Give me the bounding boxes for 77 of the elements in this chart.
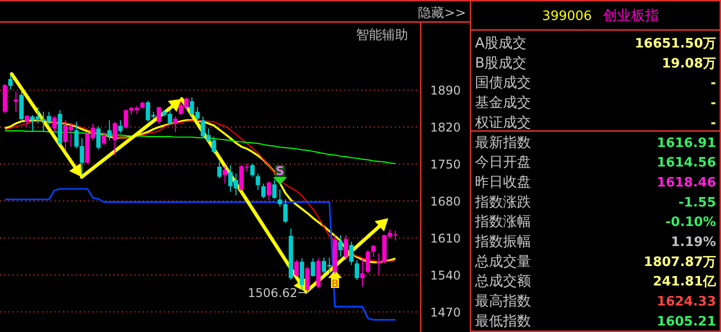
candlestick — [272, 179, 277, 200]
candlestick — [261, 183, 266, 199]
annotation: S — [276, 164, 284, 178]
text: 1.19% — [670, 235, 716, 250]
text: 16651.50万 — [634, 36, 716, 52]
category-label: 国债成交 — [475, 75, 531, 92]
category-label: 总成交量 — [474, 254, 531, 270]
category-label: B股成交 — [475, 55, 527, 72]
candlestick — [102, 131, 106, 146]
candlestick — [360, 258, 365, 288]
candlestick — [96, 126, 101, 150]
category-label: 基金成交 — [475, 95, 531, 112]
category-label: 最高指数 — [475, 294, 531, 310]
category-label: 最新指数 — [475, 134, 531, 151]
candlestick — [8, 74, 13, 90]
category-label: 最低指数 — [475, 313, 531, 330]
candlestick — [173, 116, 178, 132]
candlestick — [52, 116, 57, 132]
text: - — [710, 76, 716, 92]
annotation: B — [332, 279, 339, 290]
candlestick — [107, 120, 112, 141]
candlestick — [349, 241, 354, 266]
category-label: 权证成交 — [474, 114, 531, 131]
y-tick-label: 1470 — [430, 305, 461, 320]
y-tick-label: 1610 — [430, 231, 461, 246]
text: - — [710, 116, 716, 131]
candlestick — [310, 258, 316, 278]
candlestick — [212, 136, 216, 154]
category-label: 今日开盘 — [475, 154, 531, 171]
candlestick — [294, 260, 299, 278]
category-label: 指数振幅 — [474, 234, 531, 250]
text: 1616.91 — [656, 136, 716, 151]
text: 399006 — [542, 9, 592, 24]
text: 创业板指 — [603, 8, 659, 24]
category-label: 总成交额 — [474, 274, 531, 290]
y-tick-label: 1820 — [430, 120, 461, 135]
candlestick — [266, 180, 272, 200]
text: 1618.46 — [656, 175, 716, 190]
candlestick — [305, 266, 310, 294]
candlestick — [217, 161, 222, 179]
text: 241.81亿 — [652, 274, 716, 290]
candlestick — [366, 250, 370, 274]
text: - — [710, 96, 716, 112]
candlestick — [250, 163, 255, 178]
text: 1614.56 — [656, 156, 716, 171]
text: 1605.21 — [656, 314, 716, 330]
candlestick — [118, 120, 123, 134]
text: -1.55 — [678, 195, 716, 210]
y-tick-label: 1890 — [430, 84, 461, 98]
candlestick — [14, 91, 18, 112]
category-label: 指数涨幅 — [474, 214, 531, 230]
annotation: 智能辅助 — [356, 28, 408, 43]
y-tick-label: 1680 — [430, 194, 461, 209]
candlestick — [338, 234, 343, 258]
candlestick — [24, 114, 30, 128]
candlestick — [300, 258, 304, 291]
candlestick — [222, 166, 228, 184]
text: 1624.33 — [656, 294, 716, 310]
category-label: 指数涨跌 — [474, 194, 531, 210]
y-tick-label: 1540 — [430, 268, 461, 282]
category-label: A股成交 — [475, 36, 527, 52]
annotation: 1506.62 — [248, 286, 298, 300]
candlestick — [344, 234, 348, 261]
candlestick — [256, 173, 260, 190]
candlestick — [112, 121, 118, 156]
candlestick — [283, 198, 288, 224]
candlestick — [278, 188, 282, 208]
text: 1807.87万 — [644, 254, 716, 270]
text: 隐藏>> — [418, 6, 466, 21]
y-tick-label: 1750 — [430, 158, 461, 172]
text: 19.08万 — [662, 56, 716, 72]
candlestick — [354, 260, 360, 280]
candlestick — [156, 106, 162, 124]
line-series — [4, 188, 396, 321]
category-label: 昨日收盘 — [475, 174, 531, 190]
candlestick — [371, 244, 376, 258]
text: -0.10% — [666, 215, 716, 230]
